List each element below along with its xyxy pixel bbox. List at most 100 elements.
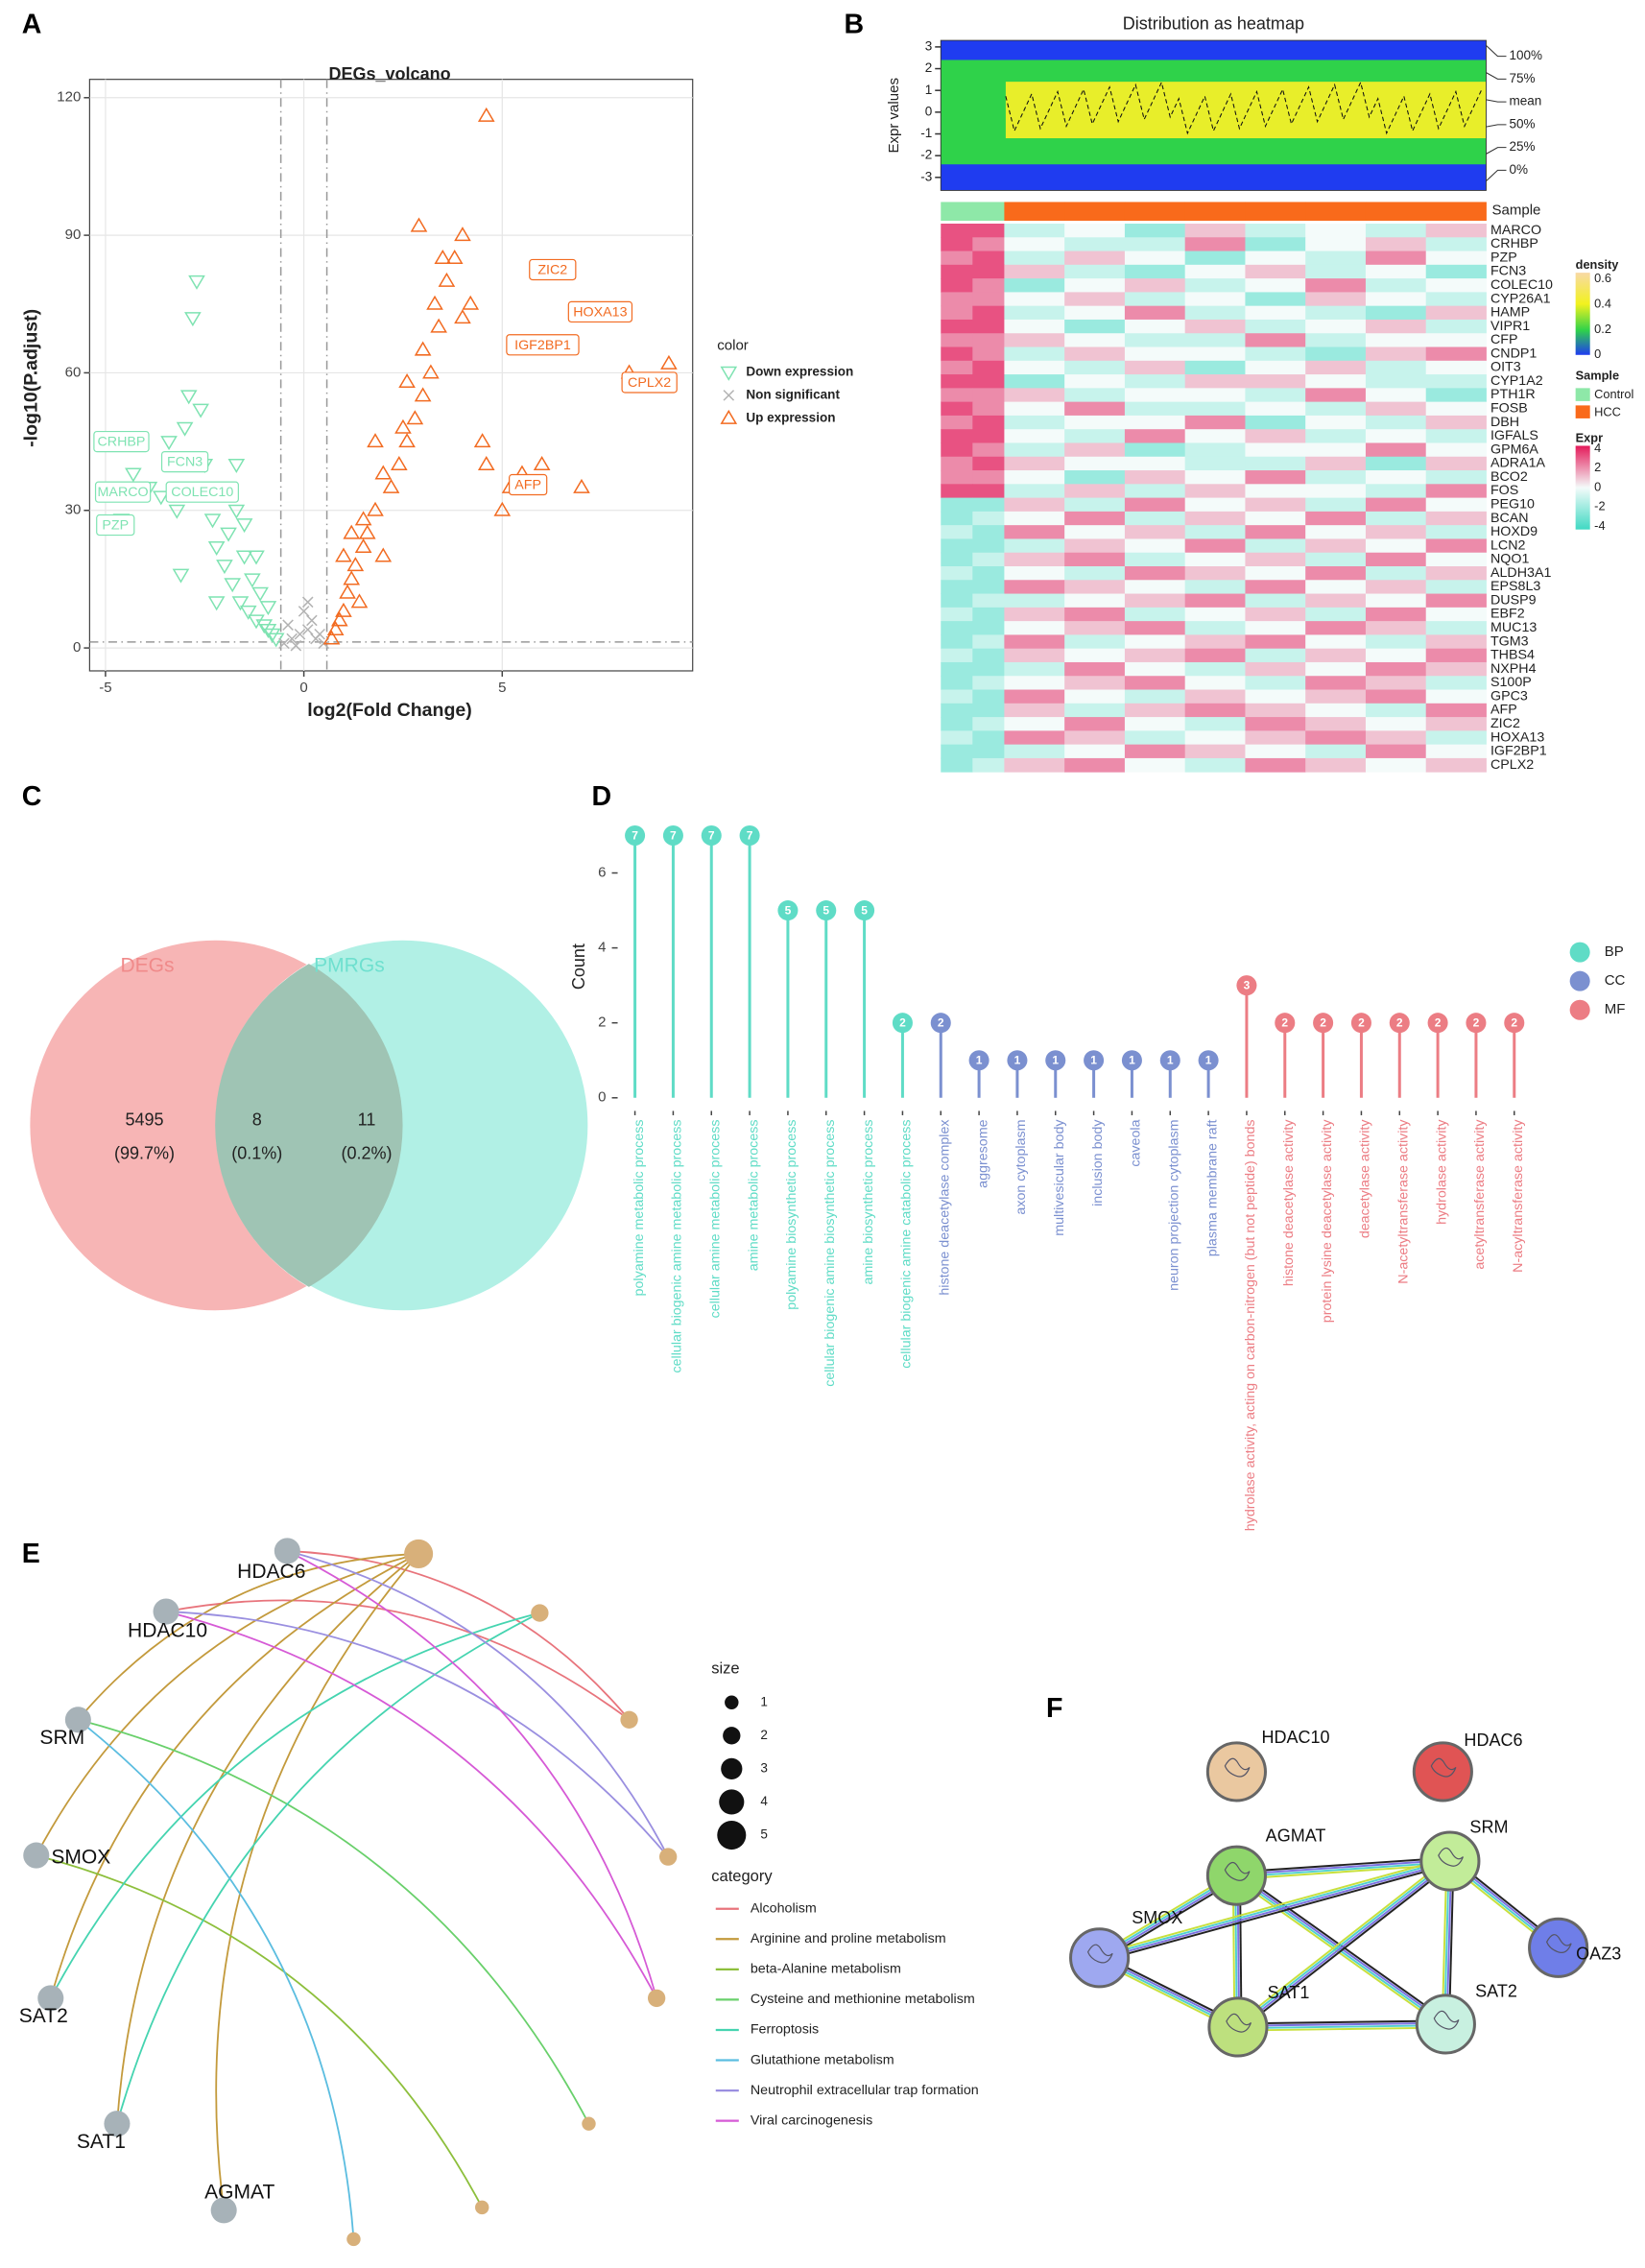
value-label: 5 bbox=[822, 903, 829, 917]
x-tick-label: caveola bbox=[1129, 1119, 1144, 1166]
value-label: 2 bbox=[1473, 1016, 1480, 1030]
density-line bbox=[1005, 81, 1483, 135]
interaction-edge bbox=[1236, 1856, 1450, 1874]
heatmap-cell bbox=[1365, 703, 1427, 718]
heatmap-cell bbox=[941, 401, 973, 417]
heatmap-cell bbox=[1305, 456, 1367, 471]
heatmap-cell bbox=[941, 237, 973, 252]
heatmap-cell bbox=[941, 360, 973, 375]
row-label: CYP1A2 bbox=[1490, 373, 1543, 389]
sample-annotation bbox=[941, 202, 973, 221]
heatmap-cell bbox=[1365, 456, 1427, 471]
heatmap-cell bbox=[1425, 346, 1487, 362]
heatmap-cell bbox=[1365, 278, 1427, 293]
heatmap-cell bbox=[972, 538, 1005, 554]
heatmap-cell bbox=[1425, 456, 1487, 471]
y-tick-label: 4 bbox=[598, 940, 606, 956]
sample-annotation bbox=[1064, 202, 1126, 221]
value-label: 1 bbox=[1014, 1054, 1021, 1067]
x-tick-label: cellular biogenic amine metabolic proces… bbox=[670, 1119, 685, 1373]
heatmap-cell bbox=[1425, 223, 1487, 238]
row-label: BCO2 bbox=[1490, 469, 1528, 485]
heatmap-cell bbox=[1365, 429, 1427, 443]
heatmap-cell bbox=[1305, 333, 1367, 347]
heatmap-cell bbox=[1064, 757, 1126, 773]
x-tick-label: inclusion body bbox=[1090, 1119, 1106, 1206]
lollipop-head bbox=[1350, 1013, 1371, 1034]
row-label: LCN2 bbox=[1490, 537, 1526, 553]
heatmap-cell bbox=[1305, 580, 1367, 595]
heatmap-cell bbox=[1245, 661, 1306, 677]
y-axis-label: Count bbox=[569, 943, 588, 990]
edge bbox=[116, 1611, 540, 2124]
label-box bbox=[506, 334, 580, 356]
point bbox=[454, 309, 471, 324]
heatmap-cell bbox=[1365, 374, 1427, 389]
heatmap-cell bbox=[1245, 676, 1306, 690]
node-label: HDAC6 bbox=[1464, 1731, 1522, 1750]
heatmap-cell bbox=[1245, 497, 1306, 513]
heatmap-cell bbox=[1004, 319, 1065, 334]
x-tick-label: N-acetyltransferase activity bbox=[1396, 1119, 1412, 1284]
panel-letter: B bbox=[845, 10, 865, 40]
heatmap-cell bbox=[1365, 580, 1427, 595]
heatmap-cell bbox=[1064, 676, 1126, 690]
heatmap-cell bbox=[1004, 538, 1065, 554]
row-label: DBH bbox=[1490, 415, 1519, 430]
heatmap-cell bbox=[1124, 456, 1186, 471]
y-tick-label: 0 bbox=[73, 639, 81, 656]
quantile-label: 75% bbox=[1510, 71, 1536, 85]
heatmap-cell bbox=[941, 607, 973, 622]
heatmap-cell bbox=[1184, 470, 1246, 485]
row-label: HAMP bbox=[1490, 305, 1530, 321]
heatmap-cell bbox=[1425, 429, 1487, 443]
point bbox=[473, 433, 491, 448]
heatmap-cell bbox=[972, 676, 1005, 690]
point bbox=[330, 611, 348, 627]
heatmap-cell bbox=[1365, 470, 1427, 485]
heatmap-cell bbox=[1425, 744, 1487, 759]
heatmap-cell bbox=[1305, 634, 1367, 650]
x-tick-label: -5 bbox=[99, 680, 111, 696]
heatmap-cell bbox=[1425, 237, 1487, 252]
chart-title: DEGs_volcano bbox=[328, 64, 450, 84]
legend-gradient bbox=[1575, 273, 1590, 355]
heatmap-cell bbox=[1124, 621, 1186, 635]
heatmap-cell bbox=[1425, 484, 1487, 499]
heatmap-cell bbox=[1004, 525, 1065, 539]
legend-label: Alcoholism bbox=[751, 1900, 817, 1916]
heatmap-cell bbox=[1064, 689, 1126, 704]
heatmap-cell bbox=[972, 565, 1005, 581]
heatmap-cell bbox=[1184, 497, 1246, 513]
set-overlap bbox=[215, 964, 403, 1287]
point bbox=[367, 433, 384, 448]
annotation-title: Sample bbox=[1491, 202, 1540, 218]
row-label: GPC3 bbox=[1490, 688, 1528, 704]
gene-label: SMOX bbox=[51, 1847, 110, 1869]
legend-marker bbox=[1569, 999, 1590, 1020]
protein-node bbox=[1207, 1996, 1269, 2058]
point bbox=[414, 387, 432, 402]
heatmap-cell bbox=[1305, 497, 1367, 513]
heatmap-cell bbox=[1184, 429, 1246, 443]
heatmap-cell bbox=[1184, 251, 1246, 266]
heatmap-cell bbox=[1064, 565, 1126, 581]
point bbox=[434, 250, 452, 265]
heatmap-cell bbox=[1245, 470, 1306, 485]
quantile-label: 50% bbox=[1510, 116, 1536, 131]
heatmap-cell bbox=[1305, 607, 1367, 622]
heatmap-cell bbox=[1305, 223, 1367, 238]
point bbox=[306, 614, 318, 627]
heatmap-cell bbox=[972, 717, 1005, 731]
gene-label: HDAC6 bbox=[237, 1561, 305, 1583]
heatmap-cell bbox=[941, 661, 973, 677]
heatmap-cell bbox=[1245, 757, 1306, 773]
heatmap-cell bbox=[1425, 580, 1487, 595]
heatmap-cell bbox=[1004, 333, 1065, 347]
heatmap-cell bbox=[1064, 717, 1126, 731]
heatmap-cell bbox=[1004, 237, 1065, 252]
sample-annotation bbox=[1184, 202, 1246, 221]
row-label: ALDH3A1 bbox=[1490, 565, 1552, 581]
sample-annotation bbox=[1004, 202, 1065, 221]
heatmap-cell bbox=[1064, 648, 1126, 663]
